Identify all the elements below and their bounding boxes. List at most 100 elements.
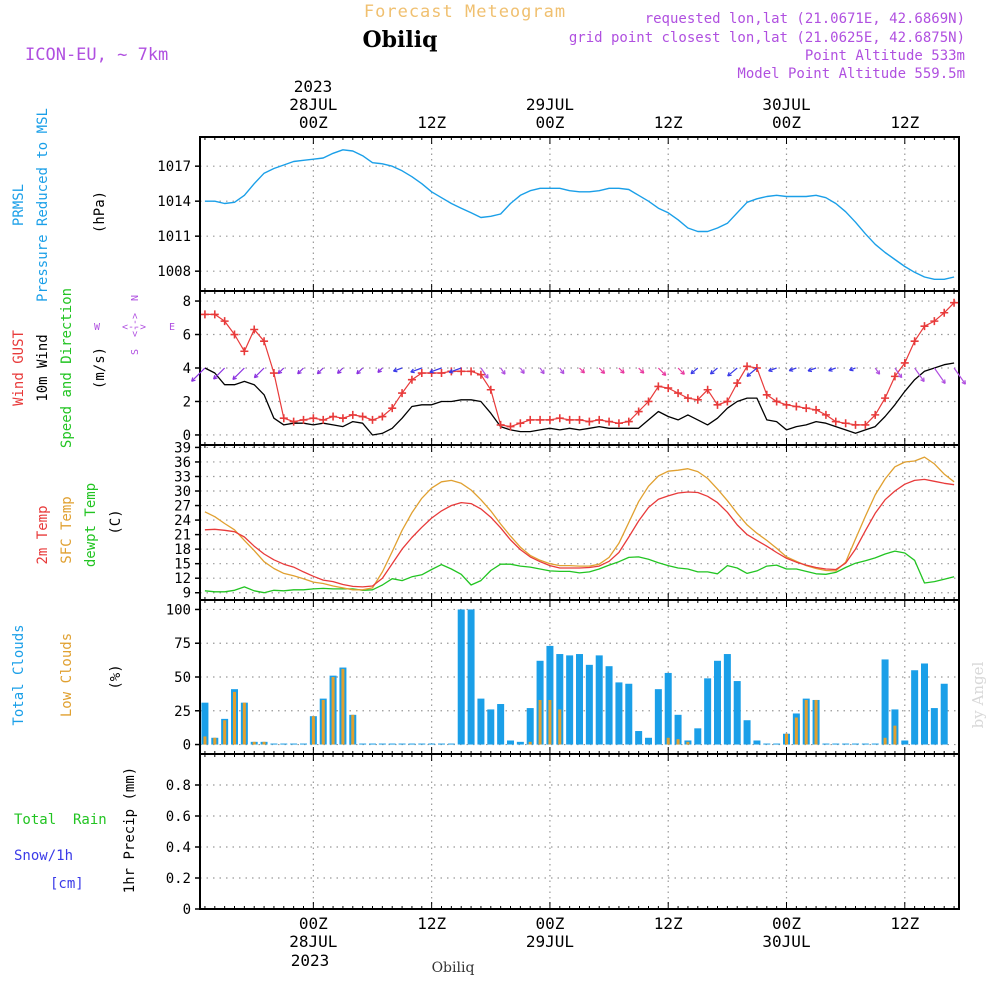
total-cloud-bar [300, 743, 307, 745]
bottom-date-label: 30JUL [762, 932, 810, 951]
point-altitude: Point Altitude 533m [805, 48, 965, 64]
low-cloud-bar [538, 699, 542, 745]
total-cloud-bar [398, 743, 406, 745]
temp-2m-line [204, 478, 955, 588]
total-cloud-bar [566, 655, 574, 745]
cloud-label-low: Low Clouds [59, 633, 75, 717]
ytick-label: 8 [183, 294, 191, 310]
ytick-label: 2 [183, 394, 191, 410]
wind-arrow [393, 367, 403, 372]
compass-w: W [94, 322, 101, 333]
wind-arrow [690, 367, 699, 375]
pressure-label-prmsl: PRMSL [11, 184, 27, 226]
cloud-label-total: Total Clouds [11, 624, 27, 725]
gust-marker [526, 415, 535, 424]
pressure-labels: PRMSL Pressure Reduced to MSL (hPa) [11, 108, 108, 302]
gust-marker [407, 375, 416, 384]
ytick-label: 50 [174, 670, 191, 686]
wind-arrow [598, 367, 606, 374]
total-cloud-bar [447, 743, 455, 745]
gust-marker [299, 415, 308, 424]
low-cloud-bar [785, 733, 788, 745]
gust-marker [496, 420, 505, 429]
total-cloud-bar [704, 678, 712, 745]
total-cloud-bar [280, 743, 288, 745]
low-cloud-bar [528, 741, 532, 745]
wind-label-10m: 10m Wind [35, 334, 51, 401]
wind-arrow-head [559, 369, 565, 375]
total-cloud-bar [615, 682, 623, 745]
wind-arrow [677, 367, 685, 375]
top-hour-label: 12Z [890, 113, 919, 132]
total-cloud-bar [359, 743, 367, 745]
panel-wind: 0 2 4 6 8 [183, 290, 967, 446]
bottom-hour-label: 12Z [654, 914, 683, 933]
wind-arrow-head [448, 368, 454, 374]
gust-marker [752, 364, 761, 372]
wind-arrow-head [277, 369, 283, 375]
ytick-label: 15 [174, 557, 191, 573]
watermark: by Angel [969, 661, 987, 728]
total-cloud-bar [507, 740, 514, 745]
wind-arrow [337, 367, 344, 374]
ytick-label: 12 [174, 571, 191, 587]
top-hour-label: 12Z [654, 113, 683, 132]
model-label: ICON-EU, ~ 7km [25, 45, 168, 65]
gust-marker [279, 414, 288, 423]
gust-marker [565, 415, 574, 424]
wind-arrow [727, 367, 738, 377]
total-cloud-bar [921, 663, 928, 745]
wind-arrow-head [191, 377, 196, 382]
gust-marker [624, 417, 633, 426]
gust-marker [703, 385, 712, 394]
gust-marker [437, 369, 446, 378]
wind-arrow-head [297, 369, 302, 375]
gust-marker [743, 362, 752, 371]
ytick-label: 1011 [157, 229, 191, 245]
cloud-labels: Total Clouds Low Clouds (%) [11, 624, 124, 725]
gust-marker [309, 414, 318, 423]
wind-arrow-head [213, 375, 218, 380]
wind-arrow [429, 367, 442, 373]
total-cloud-bar [467, 609, 475, 745]
total-cloud-bar [556, 654, 564, 745]
wind-arrow-head [661, 371, 667, 376]
total-cloud-bar [369, 743, 376, 745]
sfc-temp-line [204, 456, 955, 591]
low-cloud-bar [341, 668, 345, 745]
wind-unit: (m/s) [92, 347, 108, 389]
total-cloud-bar [487, 709, 495, 745]
top-hour-label: 00Z [299, 113, 328, 132]
compass-n: N [130, 295, 141, 301]
ytick-label: 1008 [157, 264, 191, 280]
gust-marker [536, 415, 545, 424]
wind-arrow [449, 367, 462, 373]
wind-arrow-head [336, 369, 342, 374]
total-cloud-bar [378, 743, 386, 745]
compass-s: S [130, 349, 141, 355]
low-cloud-bar [804, 699, 808, 745]
wind-arrow-head [680, 370, 685, 375]
gust-marker [388, 404, 397, 413]
low-cloud-bar [223, 720, 227, 745]
total-cloud-bar [842, 743, 850, 745]
ytick-label: 4 [183, 361, 191, 377]
gust-marker [319, 415, 328, 424]
panels: 1008101110141017024689121518212427303336… [157, 136, 967, 918]
total-cloud-bar [546, 645, 554, 745]
wind-arrow-head [961, 380, 967, 385]
total-cloud-bar [576, 654, 583, 745]
bottom-date-label: 28JUL [289, 932, 337, 951]
wind-arrow-head [768, 367, 773, 373]
gust-marker [230, 330, 239, 339]
ytick-label: 25 [174, 704, 191, 720]
gust-marker [664, 384, 673, 393]
wind-arrow [710, 367, 718, 375]
wind-arrow [933, 367, 946, 384]
gust-marker [358, 412, 367, 421]
gust-marker [723, 397, 732, 406]
gust-marker [457, 367, 466, 376]
